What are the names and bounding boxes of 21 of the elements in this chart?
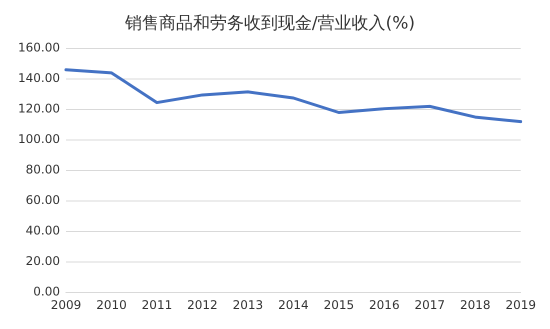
y-tick-label: 0.00 (33, 284, 60, 299)
x-tick-label: 2012 (187, 298, 218, 312)
y-tick-label: 160.00 (18, 40, 60, 55)
x-tick-label: 2016 (369, 298, 400, 312)
x-tick-label: 2011 (142, 298, 172, 312)
y-tick-label: 100.00 (18, 132, 60, 146)
y-tick-label: 40.00 (26, 224, 60, 238)
y-tick-label: 140.00 (18, 71, 60, 86)
x-tick-label: 2014 (278, 298, 309, 312)
x-tick-label: 2018 (460, 298, 491, 312)
x-tick-label: 2015 (324, 298, 354, 312)
x-tick-label: 2019 (505, 298, 536, 312)
x-tick-label: 2010 (96, 298, 127, 312)
x-tick-label: 2017 (414, 298, 446, 312)
y-tick-label: 80.00 (26, 162, 60, 177)
y-tick-label: 20.00 (26, 254, 60, 268)
x-tick-label: 2009 (50, 298, 82, 312)
y-tick-label: 60.00 (26, 193, 60, 208)
x-tick-label: 2013 (232, 298, 264, 312)
y-tick-label: 120.00 (18, 102, 60, 116)
chart-title: 销售商品和劳务收到现金/营业收入(%) (124, 14, 416, 34)
